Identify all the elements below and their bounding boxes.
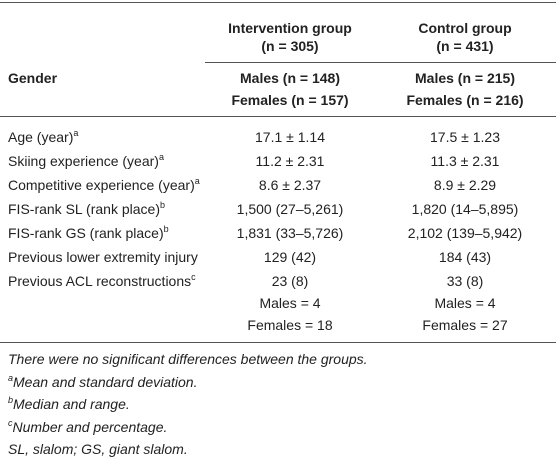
first-column-label: Gender xyxy=(8,70,58,86)
footnote: cNumber and percentage. xyxy=(8,418,167,436)
subgroup-females: Females (n = 216) xyxy=(406,92,524,108)
group-n: (n = 305) xyxy=(261,38,319,54)
footnote-marker: b xyxy=(163,224,169,234)
footnote-text: Median and range. xyxy=(13,396,130,412)
footnote-text: SL, slalom; GS, giant slalom. xyxy=(8,441,188,457)
row-label: Skiing experience (year)a xyxy=(8,152,164,170)
footnote-marker: a xyxy=(194,176,200,186)
rule xyxy=(0,116,556,117)
cell: 17.5 ± 1.23 xyxy=(430,129,500,145)
row-label: Previous lower extremity injury xyxy=(8,248,198,266)
footnote-marker: a xyxy=(73,128,79,138)
cell: 11.3 ± 2.31 xyxy=(430,153,500,169)
row-label: Competitive experience (year)a xyxy=(8,176,200,194)
cell: 23 (8) xyxy=(271,273,309,289)
rule xyxy=(0,2,556,3)
row-label: Previous ACL reconstructionsc xyxy=(8,272,196,290)
row-label-text: FIS-rank GS (rank place) xyxy=(8,225,164,241)
footnote-text: There were no significant differences be… xyxy=(8,351,368,367)
footnote-text: Mean and standard deviation. xyxy=(13,373,198,390)
footnote-marker: b xyxy=(159,200,165,210)
subgroup-males: Males (n = 148) xyxy=(240,70,340,86)
footnote: bMedian and range. xyxy=(8,395,130,413)
row-label: FIS-rank SL (rank place)b xyxy=(8,200,165,218)
cell: Males = 4 xyxy=(434,295,496,311)
group-n: (n = 431) xyxy=(436,38,494,54)
row-label-text: Skiing experience (year) xyxy=(8,153,159,169)
subgroup-females: Females (n = 157) xyxy=(231,92,349,108)
footnote: There were no significant differences be… xyxy=(8,350,368,368)
row-label-text: Previous lower extremity injury xyxy=(8,249,198,265)
footnote-marker: a xyxy=(8,372,14,383)
cell: 184 (43) xyxy=(438,249,492,265)
cell: 1,820 (14–5,895) xyxy=(411,201,519,217)
footnote: aMean and standard deviation. xyxy=(8,373,197,391)
cell: 1,500 (27–5,261) xyxy=(236,201,344,217)
cell: Females = 18 xyxy=(247,317,333,333)
cell: 8.6 ± 2.37 xyxy=(258,177,322,193)
footnote: SL, slalom; GS, giant slalom. xyxy=(8,440,188,458)
row-label: FIS-rank GS (rank place)b xyxy=(8,224,169,242)
cell: Females = 27 xyxy=(422,317,508,333)
cell: 2,102 (139–5,942) xyxy=(407,225,523,241)
cell: Males = 4 xyxy=(259,295,321,311)
group-header: Control group xyxy=(418,20,512,36)
footnote-text: Number and percentage. xyxy=(12,418,168,435)
cell: 17.1 ± 1.14 xyxy=(255,129,325,145)
cell: 8.9 ± 2.29 xyxy=(433,177,497,193)
footnote-marker: c xyxy=(191,272,196,282)
row-label-text: FIS-rank SL (rank place) xyxy=(8,201,160,217)
rule xyxy=(0,342,556,343)
subgroup-males: Males (n = 215) xyxy=(415,70,515,86)
footnote-marker: a xyxy=(158,152,164,162)
rule xyxy=(205,62,556,63)
row-label-text: Previous ACL reconstructions xyxy=(8,273,192,289)
row-label-text: Age (year) xyxy=(8,129,74,145)
cell: 11.2 ± 2.31 xyxy=(255,153,325,169)
group-header: Intervention group xyxy=(228,20,352,36)
cell: 1,831 (33–5,726) xyxy=(236,225,344,241)
row-label: Age (year)a xyxy=(8,128,78,146)
footnote-marker: c xyxy=(8,417,13,428)
row-label-text: Competitive experience (year) xyxy=(8,177,195,193)
cell: 33 (8) xyxy=(446,273,484,289)
cell: 129 (42) xyxy=(263,249,317,265)
footnote-marker: b xyxy=(8,395,14,405)
